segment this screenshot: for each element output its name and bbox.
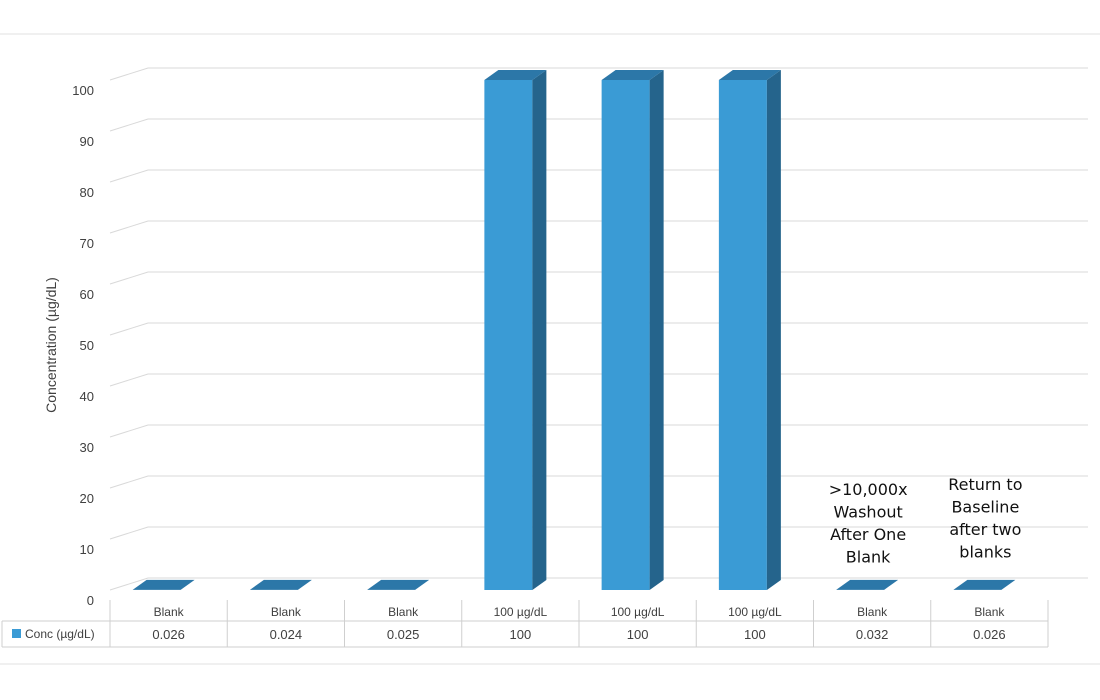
- annotation-line: After One: [830, 525, 906, 544]
- y-axis-ticks: 0 10 20 30 40 50 60 70 80 90 100: [72, 83, 94, 608]
- bar: [836, 579, 899, 590]
- legend-swatch: [12, 629, 21, 638]
- y-tick-label: 60: [80, 287, 94, 302]
- table-value-cell: 100: [510, 627, 532, 642]
- bar: [132, 579, 195, 590]
- category-label: Blank: [857, 605, 888, 619]
- category-label: 100 µg/dL: [611, 605, 665, 619]
- category-label: Blank: [974, 605, 1005, 619]
- gridline: [109, 118, 1088, 132]
- annotation-line: blanks: [959, 543, 1011, 562]
- bar-front: [601, 80, 650, 590]
- data-table: Blank 0.026 Blank 0.024 Blank 0.025 100 µg/dL 1…: [1, 600, 1049, 648]
- bar: [953, 579, 1016, 590]
- bar-top: [249, 579, 312, 590]
- y-tick-label: 50: [80, 338, 94, 353]
- y-tick-label: 70: [80, 236, 94, 251]
- annotation-line: Washout: [833, 503, 902, 522]
- y-axis-label: Concentration (µg/dL): [43, 277, 59, 413]
- gridline: [109, 373, 1088, 387]
- category-label: Blank: [388, 605, 419, 619]
- table-value-cell: 0.026: [152, 627, 185, 642]
- bar: [249, 579, 312, 590]
- bars: [132, 70, 1016, 590]
- bar-front: [718, 80, 767, 590]
- table-value-cell: 100: [744, 627, 766, 642]
- gridline: [109, 475, 1088, 489]
- bar-top: [836, 579, 899, 590]
- legend-label: Conc (µg/dL): [25, 627, 95, 641]
- bar-top: [367, 579, 430, 590]
- table-value-cell: 0.024: [270, 627, 303, 642]
- annotation-line: >10,000x: [829, 480, 908, 499]
- y-tick-label: 100: [72, 83, 94, 98]
- annotation-line: Return to: [948, 475, 1022, 494]
- bar: [601, 70, 664, 590]
- category-label: 100 µg/dL: [728, 605, 782, 619]
- gridline: [109, 271, 1088, 285]
- table-value-cell: 0.026: [973, 627, 1006, 642]
- gridline: [109, 322, 1088, 336]
- bar: [367, 579, 430, 590]
- annotation: Return to Baseline after two blanks: [948, 475, 1022, 562]
- table-value-cell: 0.025: [387, 627, 420, 642]
- table-value-cell: 100: [627, 627, 649, 642]
- y-tick-label: 90: [80, 134, 94, 149]
- gridline: [109, 220, 1088, 234]
- gridline: [109, 67, 1088, 81]
- gridline: [109, 169, 1088, 183]
- table-value-cell: 0.032: [856, 627, 889, 642]
- bar: [484, 70, 547, 590]
- bar-side: [766, 70, 781, 590]
- annotation-line: Baseline: [951, 498, 1019, 517]
- y-tick-label: 20: [80, 491, 94, 506]
- gridline: [109, 526, 1088, 540]
- bar-top: [601, 70, 664, 80]
- annotation: >10,000x Washout After One Blank: [829, 480, 908, 567]
- gridlines: [109, 67, 1088, 591]
- y-tick-label: 10: [80, 542, 94, 557]
- y-tick-label: 30: [80, 440, 94, 455]
- y-tick-label: 40: [80, 389, 94, 404]
- bar-side: [649, 70, 664, 590]
- bar-top: [718, 70, 781, 80]
- bar-top: [484, 70, 547, 80]
- annotation-line: Blank: [846, 548, 891, 567]
- bar-top: [953, 579, 1016, 590]
- category-label: 100 µg/dL: [494, 605, 548, 619]
- bar-top: [132, 579, 195, 590]
- category-label: Blank: [271, 605, 302, 619]
- category-label: Blank: [154, 605, 185, 619]
- bar-front: [484, 80, 533, 590]
- bar: [718, 70, 781, 590]
- annotations: >10,000x Washout After One Blank Return to Ba…: [829, 475, 1023, 567]
- y-tick-label: 0: [87, 593, 94, 608]
- y-tick-label: 80: [80, 185, 94, 200]
- bar-side: [532, 70, 547, 590]
- gridline: [109, 424, 1088, 438]
- annotation-line: after two: [949, 520, 1021, 539]
